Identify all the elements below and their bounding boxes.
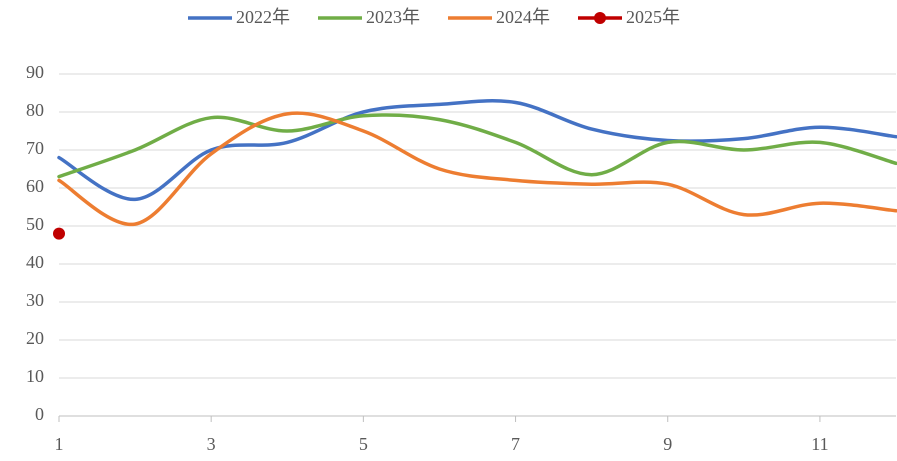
y-tick-label: 90 — [26, 62, 44, 82]
x-tick-label: 7 — [511, 434, 520, 454]
x-tick-label: 5 — [359, 434, 368, 454]
y-tick-label: 40 — [26, 252, 44, 272]
y-tick-label: 60 — [26, 176, 44, 196]
legend-label: 2023年 — [366, 7, 420, 27]
y-tick-label: 10 — [26, 366, 44, 386]
data-point — [53, 227, 65, 240]
line-series — [57, 99, 897, 202]
y-tick-label: 30 — [26, 290, 44, 310]
x-tick-label: 1 — [55, 434, 64, 454]
legend-label: 2025年 — [626, 7, 680, 27]
legend-marker — [594, 12, 606, 24]
y-tick-label: 0 — [35, 404, 44, 424]
x-tick-label: 11 — [811, 434, 828, 454]
y-tick-label: 20 — [26, 328, 44, 348]
y-tick-label: 50 — [26, 214, 44, 234]
line-series — [57, 111, 897, 226]
legend-label: 2022年 — [236, 7, 290, 27]
x-tick-label: 3 — [207, 434, 216, 454]
x-tick-label: 9 — [663, 434, 672, 454]
legend-label: 2024年 — [496, 7, 550, 27]
line-series — [57, 113, 897, 179]
y-tick-label: 80 — [26, 100, 44, 120]
y-tick-label: 70 — [26, 138, 44, 158]
